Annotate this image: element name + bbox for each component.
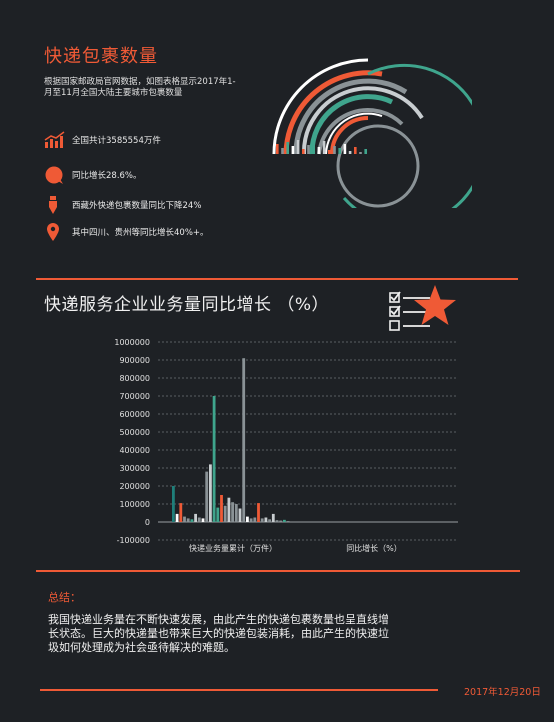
bar — [238, 508, 242, 522]
bar — [260, 518, 264, 522]
bar — [209, 464, 212, 522]
radial-bar — [307, 145, 310, 154]
bar — [234, 504, 238, 522]
y-tick-label: 100000 — [119, 500, 150, 509]
radial-bar — [364, 149, 367, 154]
stat-sichuan-text: 其中四川、贵州等同比增长40%+。 — [72, 228, 209, 238]
stat-tibet: 西藏外快递包裹数量同比下降24% — [44, 194, 201, 216]
x-category-label: 同比增长（%） — [346, 543, 402, 553]
stat-total-text: 全国共计3585554万件 — [72, 136, 161, 146]
y-tick-label: 600000 — [119, 410, 150, 419]
bar — [253, 517, 257, 522]
radial-bar — [317, 147, 321, 154]
radial-bar — [348, 151, 352, 154]
bar — [212, 396, 216, 522]
bar — [220, 495, 223, 522]
intro-text: 根据国家邮政局官网数据，如图表格显示2017年1-月至11月全国大陆主要城市包裹… — [44, 77, 236, 98]
y-tick-label: 700000 — [119, 392, 150, 401]
footer-divider — [40, 689, 438, 691]
y-tick-label: 400000 — [119, 446, 150, 455]
stat-total: 全国共计3585554万件 — [44, 129, 161, 151]
y-tick-label: 800000 — [119, 374, 150, 383]
x-category-label: 快递业务量累计（万件） — [189, 543, 277, 553]
radial-bar-graphic — [272, 58, 472, 208]
bar — [223, 505, 227, 522]
y-tick-label: 900000 — [119, 356, 150, 365]
bar — [186, 518, 190, 522]
bar — [249, 518, 253, 522]
bar — [268, 519, 271, 522]
bar — [246, 516, 249, 522]
radial-bar — [286, 142, 289, 154]
star-icon — [414, 285, 456, 325]
stat-growth: 同比增长28.6%。 — [44, 164, 142, 186]
radial-bar — [276, 144, 279, 154]
bar — [279, 520, 283, 522]
bar — [175, 513, 179, 522]
chart-up-icon — [44, 129, 68, 151]
bar — [216, 507, 220, 522]
stat-tibet-text: 西藏外快递包裹数量同比下降24% — [72, 201, 202, 211]
bar — [190, 519, 194, 522]
y-tick-label: 0 — [145, 518, 150, 527]
radial-bar — [322, 141, 326, 154]
bar — [242, 358, 246, 522]
radial-bar — [312, 143, 315, 154]
bar — [271, 513, 275, 522]
radial-bar — [338, 148, 341, 154]
bar — [231, 502, 234, 522]
radial-bar — [343, 144, 347, 154]
pen-icon — [44, 194, 68, 216]
bar — [194, 513, 197, 522]
radial-bar — [291, 146, 295, 154]
radial-bar — [359, 152, 362, 154]
checklist-icon — [389, 291, 430, 331]
stat-sichuan: 其中四川、贵州等同比增长40%+。 — [44, 221, 209, 243]
radial-bar — [354, 147, 357, 154]
bar — [172, 486, 175, 522]
stat-growth-text: 同比增长28.6%。 — [72, 171, 142, 181]
bar — [275, 520, 279, 522]
y-tick-label: 300000 — [119, 464, 150, 473]
bar — [197, 517, 201, 522]
y-tick-label: 500000 — [119, 428, 150, 437]
bar — [286, 521, 290, 522]
summary-text: 我国快递业务量在不断快速发展，由此产生的快递包裹数量也呈直线增长状态。巨大的快递… — [48, 613, 389, 654]
radial-bar — [296, 140, 300, 154]
section-divider — [36, 278, 518, 280]
bar-chart: 1000000900000800000700000600000500000400… — [114, 338, 458, 553]
bar — [179, 503, 183, 522]
bar — [227, 497, 231, 522]
location-pin-icon — [44, 221, 68, 243]
bar — [201, 518, 205, 522]
page-title: 快递包裹数量 — [44, 46, 158, 67]
y-tick-label: -100000 — [117, 536, 150, 545]
summary-label: 总结： — [48, 591, 81, 604]
bar — [257, 503, 260, 522]
bar — [183, 516, 186, 522]
y-tick-label: 1000000 — [114, 338, 150, 347]
bar — [205, 471, 209, 522]
circle-icon — [44, 164, 68, 186]
section-divider-2 — [36, 570, 520, 572]
bar — [264, 517, 268, 522]
footer-date: 2017年12月20日 — [464, 687, 541, 698]
y-tick-label: 200000 — [119, 482, 150, 491]
radial-bar — [328, 150, 331, 154]
radial-bar — [302, 149, 305, 154]
chart-title: 快递服务企业业务量同比增长 （%） — [44, 295, 330, 315]
radial-bar — [333, 146, 336, 154]
bar — [283, 519, 286, 522]
radial-bar — [281, 148, 284, 154]
